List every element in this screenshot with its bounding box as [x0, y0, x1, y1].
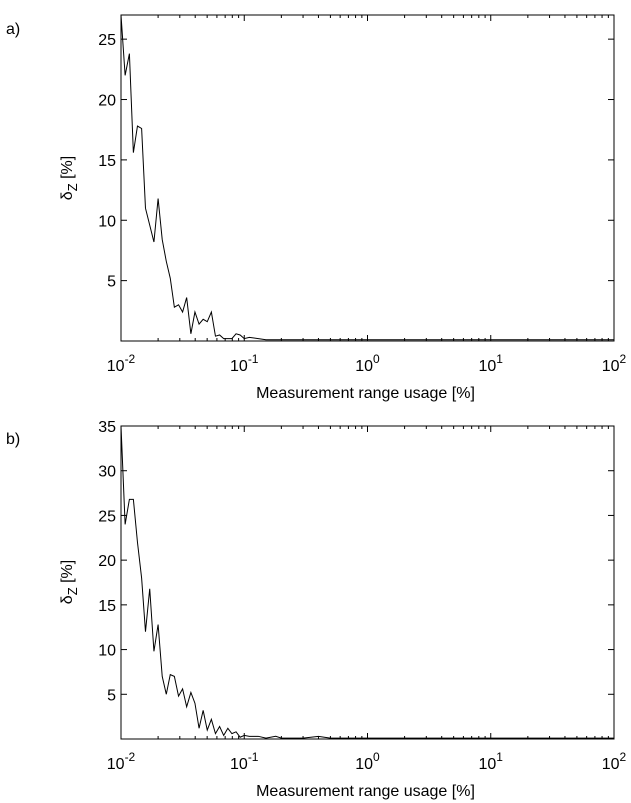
- y-axis-label: δZ [%]: [59, 560, 80, 604]
- x-tick-label: 100: [355, 750, 380, 773]
- y-tick-label: 20: [98, 553, 116, 570]
- plot-frame: [120, 425, 615, 740]
- y-tick-label: 10: [98, 643, 116, 660]
- x-tick-label: 10-1: [230, 750, 259, 773]
- y-tick-label: 15: [98, 598, 116, 615]
- y-tick-label: 30: [98, 464, 116, 481]
- x-tick-label: 10-1: [230, 352, 259, 375]
- x-tick-label: 102: [602, 352, 627, 375]
- x-axis-label: Measurement range usage [%]: [256, 783, 475, 800]
- y-tick-label: 25: [98, 32, 116, 49]
- x-tick-label: 10-2: [107, 750, 136, 773]
- plot-frame: [120, 14, 615, 342]
- x-tick-label: 102: [602, 750, 627, 773]
- x-tick-label: 101: [479, 352, 504, 375]
- panel-label: a): [6, 21, 20, 38]
- x-tick-label: 101: [479, 750, 504, 773]
- y-tick-label: 10: [98, 213, 116, 230]
- y-tick-label: 5: [107, 274, 116, 291]
- panel-label: b): [6, 431, 20, 448]
- series-line-1: [121, 15, 614, 341]
- x-tick-label: 10-2: [107, 352, 136, 375]
- x-tick-label: 100: [355, 352, 380, 375]
- y-tick-label: 5: [107, 687, 116, 704]
- y-tick-label: 20: [98, 93, 116, 110]
- y-axis-label: δZ [%]: [59, 156, 80, 200]
- y-tick-label: 15: [98, 153, 116, 170]
- y-tick-label: 25: [98, 508, 116, 525]
- x-axis-label: Measurement range usage [%]: [256, 385, 475, 402]
- chart-panel-2: b) 10-2 10-1 100 101 102 5 10 15 20 25 30 35 Measurem…: [6, 419, 627, 800]
- chart-panel-1: a) 10-2 10-1 100 101 102 5 10 15 20 25 Measurement …: [6, 14, 627, 402]
- series-line-1: [121, 426, 614, 739]
- y-tick-label: 35: [98, 419, 116, 436]
